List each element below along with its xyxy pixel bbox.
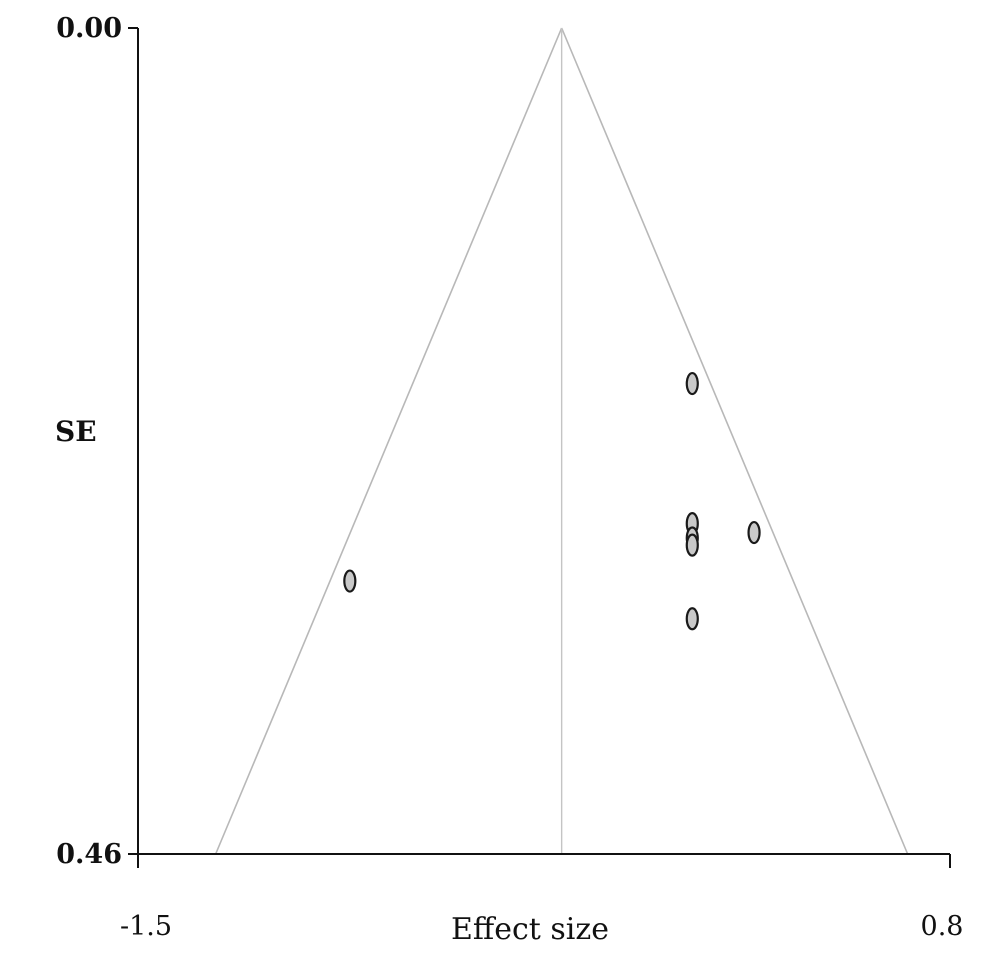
study-points	[343, 371, 761, 631]
x-tick-label-right: 0.8	[921, 911, 964, 942]
x-axis-title: Effect size	[451, 912, 609, 947]
study-point-1	[685, 371, 699, 396]
axes	[128, 27, 951, 868]
y-tick-label-top: 0.00	[56, 13, 122, 44]
funnel-left-edge	[214, 27, 563, 855]
study-point-5	[747, 520, 761, 545]
axis-labels: 0.00 0.46 -1.5 0.8 Effect size SE	[55, 13, 963, 947]
x-tick-label-left: -1.5	[120, 911, 172, 942]
y-axis-title: SE	[55, 415, 97, 448]
study-point-7	[343, 569, 357, 593]
study-point-6	[685, 607, 699, 631]
study-point-4	[685, 533, 699, 557]
funnel-lines	[214, 27, 909, 855]
y-tick-label-bottom: 0.46	[56, 839, 122, 870]
funnel-right-edge	[560, 27, 909, 855]
